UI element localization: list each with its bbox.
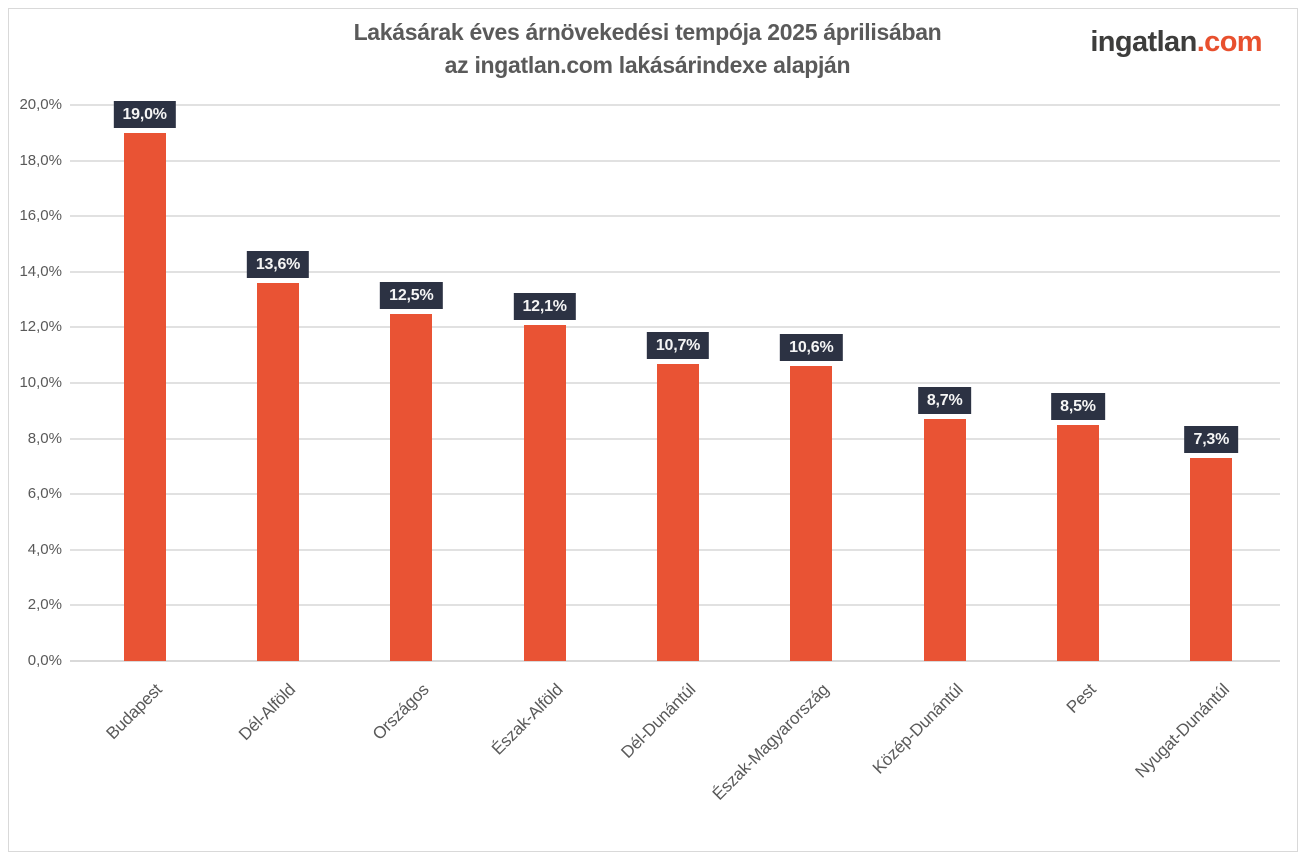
logo-name: ingatlan	[1090, 26, 1197, 58]
y-axis-tick-label-4: 4,0%	[27, 540, 62, 558]
bar-del-alfold	[257, 282, 299, 661]
gridline-14	[70, 270, 1280, 273]
x-axis-category-label-kozep-dunantul: Közép-Dunántúl	[868, 680, 967, 778]
bar-del-dunantul	[657, 363, 699, 661]
logo-tld: .com	[1196, 26, 1263, 58]
gridline-18	[70, 159, 1280, 162]
value-label-orszagos: 12,5%	[380, 281, 443, 309]
bar-pest	[1057, 424, 1099, 661]
y-axis-tick-label-12: 12,0%	[19, 318, 62, 336]
bar-eszak-magyarorszag	[790, 366, 833, 661]
bar-orszagos	[390, 313, 433, 661]
gridline-20	[70, 104, 1280, 106]
value-label-eszak-magyarorszag: 10,6%	[780, 334, 843, 362]
y-axis-tick-label-16: 16,0%	[19, 207, 62, 225]
x-axis-category-label-eszak-magyarorszag: Észak-Magyarország	[708, 680, 833, 804]
value-label-del-dunantul: 10,7%	[646, 331, 710, 359]
bar-nyugat-dunantul	[1190, 458, 1233, 661]
bar-kozep-dunantul	[923, 419, 966, 661]
x-axis-category-label-orszagos: Országos	[369, 680, 433, 744]
x-axis-category-label-del-dunantul: Dél-Dunántúl	[617, 680, 700, 762]
y-axis-tick-label-18: 18,0%	[19, 151, 62, 169]
gridline-16	[70, 215, 1280, 218]
y-axis-tick-label-10: 10,0%	[19, 374, 62, 391]
y-axis-tick-label-2: 2,0%	[27, 596, 62, 614]
chart-title-line2: az ingatlan.com lakásárindexe alapján	[444, 52, 851, 78]
value-label-budapest: 19,0%	[113, 100, 176, 128]
x-axis-category-label-budapest: Budapest	[102, 680, 167, 744]
value-label-eszak-alfold: 12,1%	[513, 292, 576, 320]
x-axis-category-label-del-alfold: Dél-Alföld	[235, 680, 300, 745]
y-axis-tick-label-14: 14,0%	[19, 262, 62, 280]
value-label-del-alfold: 13,6%	[246, 250, 310, 278]
value-label-pest: 8,5%	[1051, 392, 1105, 420]
chart-title: Lakásárak éves árnövekedési tempója 2025…	[95, 16, 1200, 82]
y-axis-tick-label-6: 6,0%	[27, 485, 62, 503]
y-axis-tick-label-20: 20,0%	[19, 96, 62, 113]
value-label-kozep-dunantul: 8,7%	[917, 387, 972, 415]
bar-budapest	[123, 132, 166, 661]
x-axis-category-label-eszak-alfold: Észak-Alföld	[487, 680, 567, 759]
bar-eszak-alfold	[523, 324, 566, 661]
x-axis-category-label-pest: Pest	[1062, 680, 1100, 717]
chart-title-line1: Lakásárak éves árnövekedési tempója 2025…	[353, 19, 942, 45]
gridline-0	[70, 660, 1280, 662]
y-axis-tick-label-0: 0,0%	[27, 652, 62, 669]
ingatlan-logo: ingatlan.com	[1090, 26, 1262, 59]
gridline-12	[70, 326, 1280, 329]
value-label-nyugat-dunantul: 7,3%	[1184, 426, 1239, 454]
y-axis-tick-label-8: 8,0%	[27, 429, 62, 447]
x-axis-category-label-nyugat-dunantul: Nyugat-Dunántúl	[1131, 680, 1233, 782]
